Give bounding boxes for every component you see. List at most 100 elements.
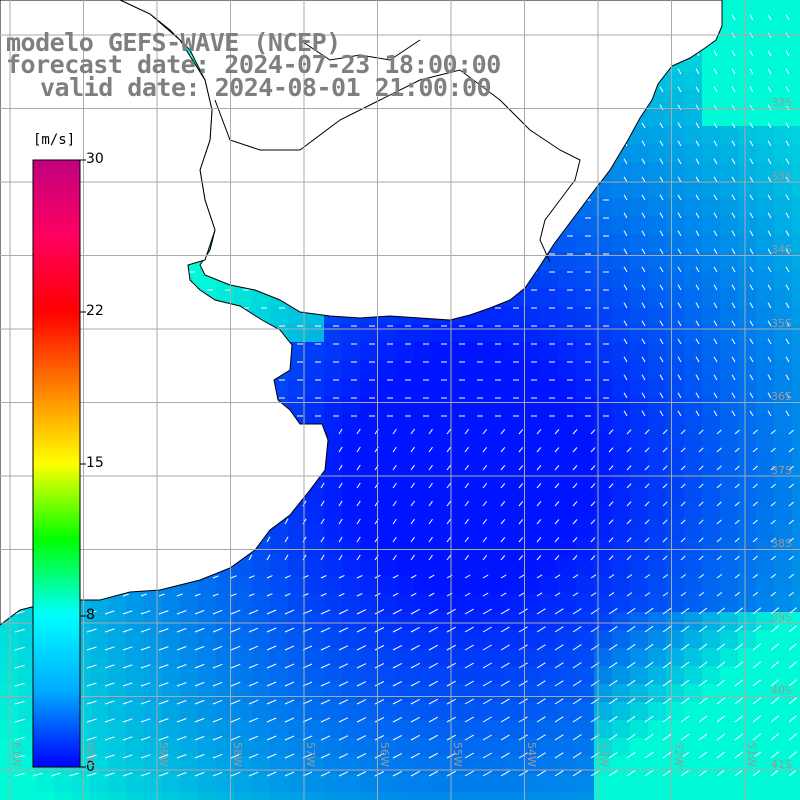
wind-arrow [680,465,686,471]
wind-cell [450,738,468,756]
wind-cell [720,0,738,18]
wind-arrow [356,518,361,525]
wind-arrow [590,483,596,489]
wind-arrow [662,715,672,723]
wind-arrow [680,429,686,435]
wind-arrow [500,734,510,741]
wind-cell [684,360,702,378]
wind-cell [270,756,288,774]
wind-arrow [536,465,542,471]
wind-arrow [752,769,762,777]
wind-arrow [410,482,415,489]
wind-arrow [590,447,596,453]
wind-cell [414,576,432,594]
wind-arrow [140,628,151,633]
wind-arrow [788,607,798,615]
wind-cell [558,432,576,450]
wind-arrow [767,248,772,255]
wind-cell [0,720,18,738]
wind-arrow [554,465,560,471]
wind-cell [702,558,720,576]
wind-arrow [680,751,690,759]
wind-arrow [752,555,758,561]
wind-cell [414,414,432,432]
wind-cell [162,738,180,756]
wind-cell [306,378,324,396]
wind-cell [324,666,342,684]
wind-cell [720,720,738,738]
wind-arrow [785,410,790,417]
wind-arrow [767,176,772,183]
wind-cell [774,432,792,450]
wind-arrow [500,752,510,759]
wind-arrow [158,682,169,687]
wind-arrow [695,68,700,75]
wind-cell [504,666,522,684]
wind-arrow [374,681,385,687]
wind-arrow [248,663,259,669]
wind-arrow [104,718,115,723]
wind-cell [18,792,36,800]
wind-arrow [158,754,169,759]
wind-cell [666,414,684,432]
wind-arrow [356,574,363,579]
wind-cell [684,216,702,234]
wind-cell [594,360,612,378]
wind-arrow [518,447,524,453]
wind-arrow [572,716,582,723]
wind-cell [558,324,576,342]
wind-arrow [536,608,546,615]
wind-arrow [623,302,628,309]
wind-cell [792,342,800,360]
wind-cell [558,342,576,360]
wind-cell [198,612,216,630]
wind-arrow [500,536,506,543]
wind-cell [720,396,738,414]
wind-cell [720,414,738,432]
wind-arrow [716,607,726,615]
wind-cell [774,774,792,792]
wind-arrow [785,230,790,237]
wind-arrow [446,554,452,561]
wind-cell [684,558,702,576]
wind-arrow [659,410,664,417]
wind-arrow [320,735,331,741]
wind-arrow [374,771,385,777]
wind-arrow [767,140,772,147]
wind-cell [432,504,450,522]
wind-cell [324,360,342,378]
wind-arrow [749,356,754,363]
wind-cell [360,756,378,774]
wind-cell [576,450,594,468]
wind-cell [702,576,720,594]
wind-arrow [338,500,343,507]
wind-arrow [158,628,169,633]
wind-cell [414,630,432,648]
wind-arrow [659,266,664,273]
wind-arrow [284,753,295,759]
wind-cell [720,126,738,144]
wind-cell [612,630,630,648]
wind-cell [468,738,486,756]
wind-arrow [464,734,474,741]
wind-cell [432,450,450,468]
wind-arrow [731,410,736,417]
wind-arrow [518,752,528,759]
wind-arrow [482,734,492,741]
wind-cell [720,72,738,90]
wind-cell [540,270,558,288]
wind-cell [90,612,108,630]
wind-arrow [680,501,686,507]
wind-cell [684,396,702,414]
wind-cell [630,432,648,450]
wind-cell [630,450,648,468]
wind-cell [216,720,234,738]
wind-arrow [662,501,668,507]
wind-cell [756,360,774,378]
wind-arrow [284,554,289,561]
wind-cell [684,702,702,720]
wind-arrow [140,664,151,669]
wind-arrow [122,736,133,741]
wind-arrow [518,519,524,525]
wind-cell [756,306,774,324]
